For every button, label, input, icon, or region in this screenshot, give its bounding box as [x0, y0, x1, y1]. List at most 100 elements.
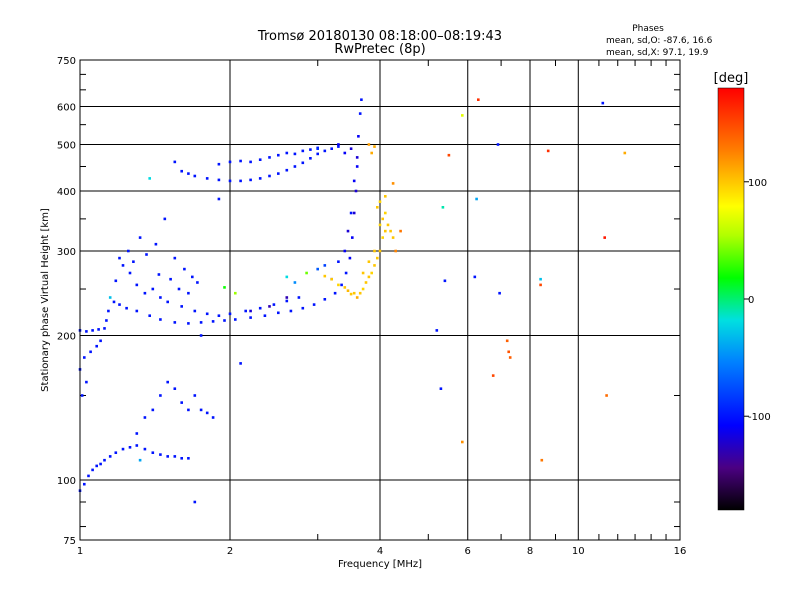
- data-point: [196, 281, 199, 284]
- data-point: [285, 299, 289, 303]
- data-point: [173, 321, 177, 324]
- data-point: [199, 408, 203, 412]
- data-point: [187, 322, 190, 325]
- data-point: [473, 275, 477, 279]
- data-point: [277, 172, 280, 175]
- data-point: [376, 206, 379, 209]
- data-point: [99, 462, 102, 466]
- data-point: [83, 482, 86, 486]
- data-point: [228, 160, 232, 164]
- data-point: [249, 178, 252, 182]
- data-point: [211, 416, 215, 419]
- data-point: [312, 303, 316, 306]
- data-point: [239, 159, 242, 163]
- data-point: [166, 300, 169, 304]
- colorbar-label: [deg]: [714, 71, 749, 86]
- data-point: [309, 148, 312, 151]
- data-point: [289, 309, 293, 313]
- data-point: [293, 165, 297, 168]
- data-point: [323, 264, 327, 267]
- data-point: [187, 172, 190, 175]
- axis-ticks: 1 2 4 6 8 10 16 75 100 200 300 400 500 600 750: [57, 56, 686, 557]
- data-point: [173, 160, 177, 164]
- data-point: [151, 287, 155, 291]
- data-point: [151, 451, 155, 454]
- data-point: [355, 156, 359, 159]
- y-tick-label: 200: [57, 332, 76, 343]
- colorbar-tick-label: 0: [748, 295, 754, 306]
- data-point: [148, 177, 151, 180]
- data-point: [268, 156, 271, 159]
- data-point: [316, 152, 319, 156]
- data-point: [539, 283, 542, 287]
- data-point: [223, 319, 226, 322]
- data-point: [99, 339, 102, 343]
- plot-frame: [79, 59, 681, 541]
- data-point: [507, 350, 510, 354]
- data-point: [540, 458, 544, 462]
- data-point: [346, 289, 350, 292]
- data-point: [217, 178, 221, 182]
- data-point: [217, 162, 221, 166]
- data-point: [297, 296, 301, 299]
- data-point: [358, 112, 362, 115]
- data-point: [373, 145, 376, 148]
- colorbar-tick-label: -100: [748, 412, 771, 423]
- data-point: [112, 300, 116, 304]
- data-point: [277, 311, 280, 315]
- data-point: [135, 444, 139, 447]
- data-point: [177, 287, 181, 291]
- data-point: [272, 303, 276, 306]
- data-point: [384, 195, 387, 198]
- x-tick-label: 2: [227, 546, 233, 557]
- data-point: [316, 267, 319, 271]
- y-tick-label: 600: [57, 103, 76, 114]
- data-point: [163, 217, 167, 221]
- data-point: [360, 98, 363, 101]
- data-point: [367, 143, 371, 146]
- data-point: [352, 211, 356, 215]
- x-tick-label: 1: [77, 546, 83, 557]
- data-point: [173, 455, 177, 458]
- data-point: [373, 264, 376, 267]
- data-point: [159, 394, 162, 397]
- data-point: [344, 271, 348, 275]
- data-point: [305, 271, 308, 275]
- data-point: [180, 305, 183, 308]
- data-point: [105, 319, 108, 322]
- data-point: [234, 318, 237, 321]
- data-point: [323, 298, 327, 301]
- data-point: [180, 457, 183, 460]
- data-point: [89, 350, 92, 354]
- data-point: [354, 189, 358, 193]
- data-point: [293, 281, 297, 284]
- data-point: [91, 329, 94, 332]
- data-point: [173, 387, 177, 390]
- data-point: [103, 458, 106, 462]
- data-point: [378, 200, 382, 203]
- data-point: [217, 197, 221, 201]
- data-point: [249, 309, 252, 313]
- data-point: [378, 249, 382, 253]
- data-point: [166, 380, 169, 384]
- data-point: [118, 256, 121, 260]
- data-point: [159, 453, 162, 456]
- data-point: [159, 318, 162, 321]
- data-point: [355, 296, 359, 299]
- data-point: [498, 291, 501, 295]
- data-point: [205, 411, 209, 415]
- data-point: [376, 256, 379, 260]
- data-point: [361, 287, 365, 291]
- data-point: [508, 356, 512, 359]
- data-point: [183, 267, 186, 271]
- data-point: [337, 143, 340, 146]
- data-point: [349, 147, 353, 150]
- data-point: [391, 236, 395, 239]
- data-point: [234, 291, 237, 295]
- x-axis-label: Frequency [MHz]: [338, 559, 422, 570]
- data-point: [193, 309, 197, 313]
- data-point: [193, 394, 197, 397]
- grid: [80, 60, 680, 540]
- data-point: [370, 271, 373, 275]
- data-point: [358, 291, 362, 295]
